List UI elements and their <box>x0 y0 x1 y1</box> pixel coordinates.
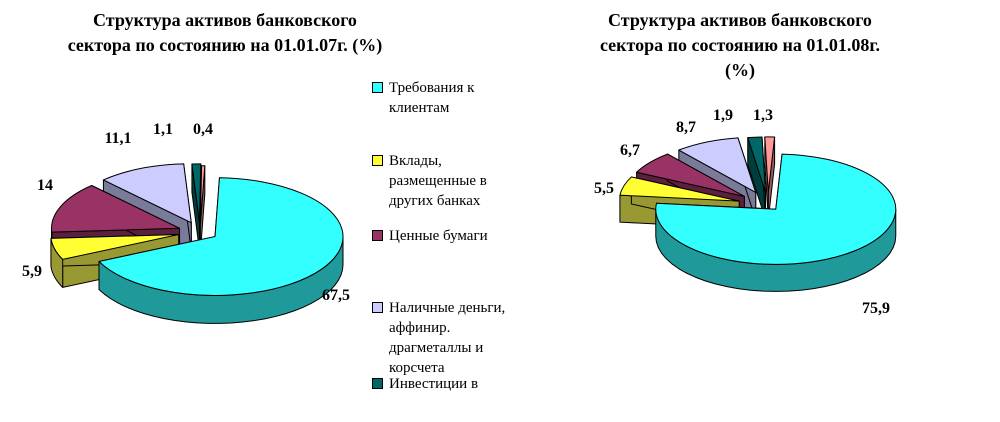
chart-1-title-line-1: Структура активов банковского <box>93 10 357 30</box>
legend-label-line: Ценные бумаги <box>389 228 488 244</box>
pie-slice-top <box>191 163 202 224</box>
legend-swatch-clients <box>372 82 383 93</box>
pie-slice-top <box>678 137 757 193</box>
legend-label-securities: Ценные бумаги <box>389 226 534 246</box>
legend-swatch-deposits <box>372 155 383 166</box>
legend-label-line: Наличные деньги, <box>389 300 506 316</box>
pie-slice-top <box>619 176 740 202</box>
pie-slice-top <box>764 136 776 193</box>
data-label-clients: 75,9 <box>862 300 890 317</box>
pie-slice-clients <box>98 177 344 324</box>
data-label-cash: 11,1 <box>104 130 131 147</box>
legend-label-line: Требования к <box>389 80 475 96</box>
pie-slice-top <box>102 163 192 224</box>
pie-slice-top <box>199 165 206 226</box>
legend-swatch-securities <box>372 230 383 241</box>
data-label-securities: 14 <box>37 177 53 194</box>
legend-label-clients: Требования к клиентам <box>389 78 534 118</box>
data-label-investments: 1,9 <box>713 107 733 124</box>
legend-label-cash: Наличные деньги, аффинир. драгметаллы и … <box>389 298 534 378</box>
pie-slice-top <box>747 136 767 193</box>
pie-slice-other <box>764 136 776 220</box>
data-label-cash: 8,7 <box>676 119 696 136</box>
data-label-securities: 6,7 <box>620 142 640 159</box>
legend-label-line: Инвестиции в <box>389 376 479 392</box>
chart-2-title: Структура активов банковского сектора по… <box>560 8 920 83</box>
pie-slice-top <box>51 184 181 233</box>
legend-label-line: корсчета <box>389 360 445 376</box>
data-label-other: 0,4 <box>193 121 213 138</box>
legend-label-line: размещенные в <box>389 173 487 189</box>
chart-1-title-line-2: сектора по состоянию на 01.01.07г. (%) <box>67 35 383 55</box>
legend-swatch-investments <box>372 378 383 389</box>
data-label-investments: 1,1 <box>153 121 173 138</box>
legend-label-line: клиентам <box>389 100 450 116</box>
pie-slice-top <box>50 234 180 260</box>
legend-label-line: других банках <box>389 193 481 209</box>
legend-label-line: аффинир. <box>389 320 451 336</box>
legend-label-line: Вклады, <box>389 153 442 169</box>
legend-label-line: драгметаллы и <box>389 340 484 356</box>
pie-slice-top <box>98 177 344 296</box>
legend-swatch-cash <box>372 302 383 313</box>
chart-2-title-line-1: Структура активов банковского <box>608 10 872 30</box>
data-label-clients: 67,5 <box>322 287 350 304</box>
chart-1-title: Структура активов банковского сектора по… <box>60 8 390 58</box>
legend-label-deposits: Вклады, размещенные в других банках <box>389 151 534 211</box>
pie-slice-clients <box>655 153 897 292</box>
chart-2-title-line-2: сектора по состоянию на 01.01.08г. <box>599 35 881 55</box>
pie-slice-top <box>636 153 745 197</box>
chart-2-title-line-3: (%) <box>725 60 755 80</box>
pie-slice-top <box>655 153 897 265</box>
data-label-other: 1,3 <box>753 107 773 124</box>
data-label-deposits: 5,5 <box>594 180 614 197</box>
pie-slice-investments <box>747 136 767 220</box>
data-label-deposits: 5,9 <box>22 263 42 280</box>
legend-label-investments: Инвестиции в <box>389 374 534 394</box>
